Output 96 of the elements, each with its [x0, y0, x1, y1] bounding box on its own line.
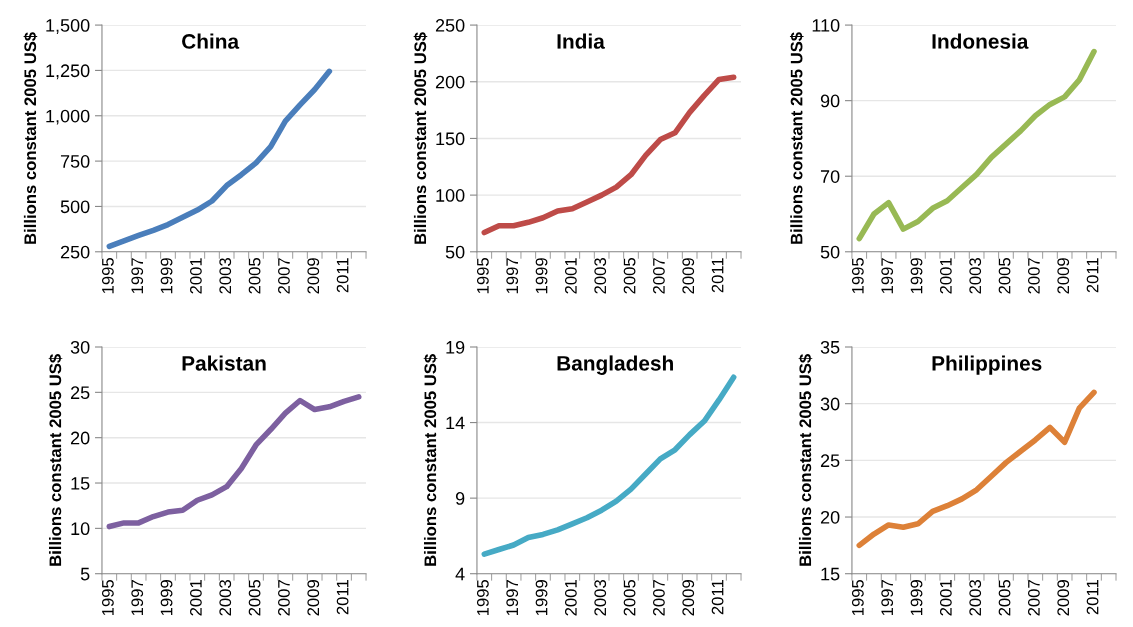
x-tick-label: 1999 — [910, 580, 923, 616]
y-tick-label: 1,500 — [46, 19, 90, 34]
y-tick-label: 20 — [820, 510, 840, 524]
x-tick-label: 1997 — [506, 258, 519, 294]
x-tick-label: 2005 — [998, 258, 1011, 294]
x-tick-label: 2003 — [219, 258, 232, 294]
x-tick-label: 2011 — [336, 580, 349, 615]
y-axis-title: Billions constant 2005 US$ — [789, 32, 804, 244]
y-tick-label: 1,000 — [46, 109, 90, 125]
x-tick-label: 2005 — [623, 579, 636, 616]
x-tick-label: 2009 — [1057, 580, 1070, 616]
y-tick-label: 9 — [455, 492, 465, 505]
y-axis-title: Billions constant 2005 US$ — [23, 32, 38, 244]
x-tick-label: 2007 — [1027, 258, 1040, 294]
y-axis-title: Billions constant 2005 US$ — [413, 32, 428, 244]
x-tick-label: 1999 — [535, 258, 548, 294]
y-tick-label: 750 — [60, 155, 90, 168]
x-tick-label: 2009 — [682, 258, 695, 294]
x-tick-label: 2007 — [653, 580, 665, 616]
y-tick-label: 150 — [436, 132, 465, 146]
x-tick-label: 1997 — [131, 258, 144, 294]
y-axis-title: Billions constant 2005 US$ — [48, 354, 63, 566]
x-tick-label: 1997 — [881, 258, 894, 294]
x-tick-label: 2005 — [248, 579, 261, 616]
x-tick-label: 2005 — [248, 258, 261, 294]
x-tick-label: 2003 — [594, 579, 607, 616]
y-tick-label: 100 — [436, 189, 465, 202]
x-tick-label: 2007 — [278, 580, 290, 616]
x-tick-label: 2005 — [623, 258, 636, 294]
x-tick-label: 2001 — [564, 258, 577, 294]
x-tick-label: 1997 — [881, 580, 894, 616]
x-tick-label: 2009 — [307, 580, 320, 616]
chart-title: Pakistan — [182, 355, 266, 371]
y-tick-label: 70 — [820, 170, 840, 183]
x-tick-label: 2007 — [653, 258, 665, 294]
chart-title: Bangladesh — [557, 355, 673, 375]
x-tick-label: 2011 — [1086, 258, 1099, 293]
x-tick-label: 2001 — [564, 580, 577, 616]
y-tick-label: 250 — [435, 19, 465, 32]
chart-title: China — [182, 33, 240, 49]
y-tick-label: 1,250 — [46, 64, 90, 80]
x-tick-label: 1999 — [160, 258, 173, 294]
x-tick-label: 2001 — [190, 580, 202, 616]
x-tick-label: 1995 — [476, 258, 489, 294]
x-tick-label: 2001 — [190, 258, 202, 294]
y-tick-label: 200 — [435, 75, 465, 89]
x-tick-label: 2009 — [307, 258, 320, 294]
x-tick-label: 2003 — [219, 579, 232, 616]
x-tick-label: 2003 — [969, 579, 982, 616]
y-tick-label: 25 — [820, 454, 840, 468]
y-tick-label: 10 — [71, 522, 90, 536]
y-tick-label: 500 — [60, 200, 90, 214]
x-tick-label: 1995 — [476, 579, 489, 616]
y-tick-label: 50 — [820, 245, 840, 259]
x-tick-label: 1999 — [160, 580, 173, 616]
x-tick-label: 1995 — [851, 579, 864, 616]
y-tick-label: 19 — [446, 340, 465, 354]
chart-title: Indonesia — [932, 33, 1029, 49]
x-tick-label: 1999 — [910, 258, 923, 294]
y-tick-label: 5 — [80, 567, 90, 581]
y-tick-label: 90 — [820, 94, 840, 108]
x-tick-label: 2007 — [1027, 580, 1040, 616]
x-tick-label: 1995 — [101, 258, 114, 294]
chart-title: Philippines — [932, 355, 1042, 375]
x-tick-label: 2009 — [1057, 258, 1070, 294]
x-tick-label: 2001 — [939, 258, 952, 294]
chart-title: India — [557, 33, 605, 49]
x-tick-label: 1995 — [851, 258, 864, 294]
y-tick-label: 30 — [70, 340, 90, 354]
x-tick-label: 1999 — [535, 580, 548, 616]
y-tick-label: 15 — [821, 567, 840, 581]
y-tick-label: 4 — [455, 567, 465, 581]
x-tick-label: 2011 — [1086, 580, 1099, 615]
y-tick-label: 35 — [820, 340, 840, 354]
x-tick-label: 1995 — [101, 579, 114, 616]
y-axis-title: Billions constant 2005 US$ — [798, 354, 813, 566]
x-tick-label: 2009 — [682, 580, 695, 616]
y-tick-label: 250 — [60, 245, 90, 259]
x-tick-label: 2007 — [278, 258, 290, 294]
x-tick-label: 2003 — [969, 258, 982, 294]
y-axis-title: Billions constant 2005 US$ — [423, 354, 438, 566]
x-tick-label: 2003 — [594, 258, 607, 294]
x-tick-label: 1997 — [506, 580, 519, 616]
x-tick-label: 2011 — [336, 258, 349, 293]
y-tick-label: 30 — [820, 397, 840, 411]
y-tick-label: 14 — [446, 416, 465, 430]
x-tick-label: 2011 — [711, 258, 724, 293]
y-tick-label: 25 — [70, 386, 90, 400]
y-tick-label: 110 — [812, 19, 840, 32]
y-tick-label: 20 — [70, 431, 90, 445]
x-tick-label: 2011 — [711, 580, 724, 615]
x-tick-label: 1997 — [131, 580, 144, 616]
y-tick-label: 50 — [445, 245, 465, 259]
y-tick-label: 15 — [71, 477, 90, 490]
x-tick-label: 2001 — [939, 580, 952, 616]
x-tick-label: 2005 — [998, 579, 1011, 616]
